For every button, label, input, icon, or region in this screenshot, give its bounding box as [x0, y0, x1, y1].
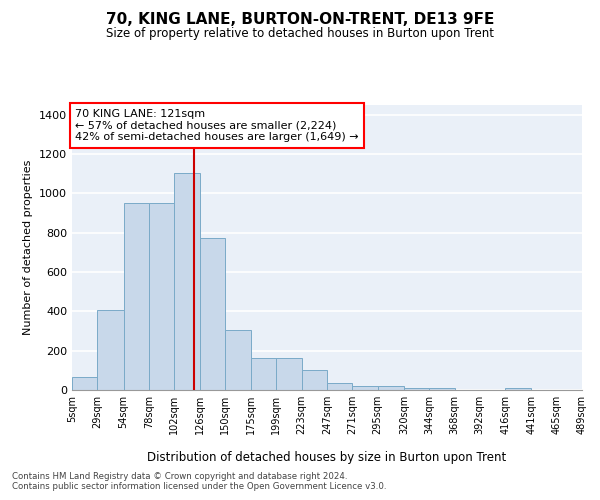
Text: Contains public sector information licensed under the Open Government Licence v3: Contains public sector information licen…	[12, 482, 386, 491]
Bar	[199, 238, 225, 390]
Bar	[327, 383, 352, 390]
Bar	[149, 204, 174, 390]
Bar	[505, 388, 532, 390]
Text: 70, KING LANE, BURTON-ON-TRENT, DE13 9FE: 70, KING LANE, BURTON-ON-TRENT, DE13 9FE	[106, 12, 494, 28]
Bar	[377, 386, 404, 390]
Bar	[72, 377, 97, 390]
Bar	[251, 358, 277, 390]
Text: Distribution of detached houses by size in Burton upon Trent: Distribution of detached houses by size …	[148, 451, 506, 464]
Text: 70 KING LANE: 121sqm
← 57% of detached houses are smaller (2,224)
42% of semi-de: 70 KING LANE: 121sqm ← 57% of detached h…	[75, 109, 359, 142]
Bar	[174, 173, 199, 390]
Text: Contains HM Land Registry data © Crown copyright and database right 2024.: Contains HM Land Registry data © Crown c…	[12, 472, 347, 481]
Text: Size of property relative to detached houses in Burton upon Trent: Size of property relative to detached ho…	[106, 28, 494, 40]
Bar	[277, 358, 302, 390]
Bar	[404, 388, 429, 390]
Bar	[429, 388, 455, 390]
Y-axis label: Number of detached properties: Number of detached properties	[23, 160, 34, 335]
Bar	[302, 370, 327, 390]
Bar	[124, 204, 149, 390]
Bar	[225, 330, 251, 390]
Bar	[97, 310, 124, 390]
Bar	[352, 386, 377, 390]
